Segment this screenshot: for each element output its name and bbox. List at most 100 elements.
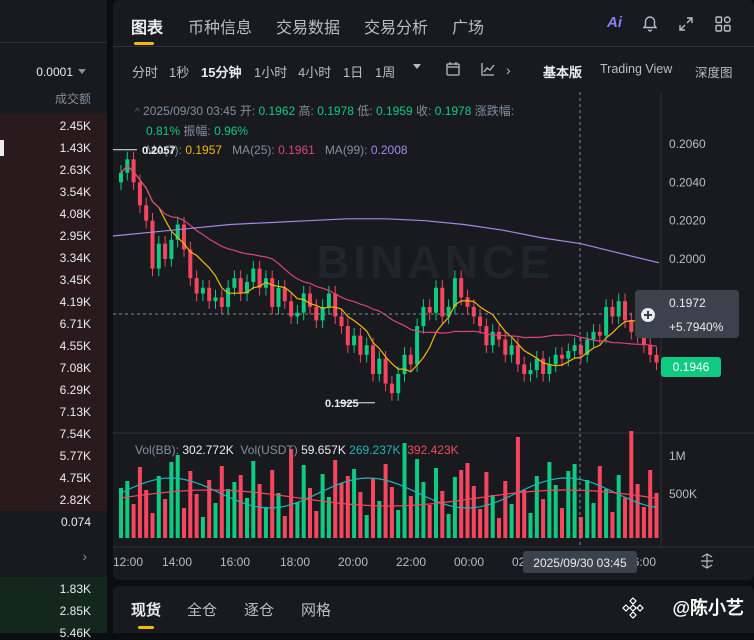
- candle-body: [371, 345, 375, 374]
- ask-row-volume: 7.54K: [59, 427, 91, 441]
- volume-bar: [188, 471, 193, 538]
- precision-select[interactable]: 0.0001: [36, 65, 73, 79]
- indicators-icon[interactable]: [480, 61, 496, 77]
- candle-body: [358, 335, 363, 355]
- volume-bar: [515, 437, 520, 538]
- candle-body: [560, 354, 564, 359]
- candlestick-chart[interactable]: BINANCE 0.2060 0.2040 0.2020 0.2000 1M 500K 12…: [113, 0, 754, 580]
- candle-body: [616, 301, 621, 317]
- time-axis-label: 12:00: [113, 555, 143, 569]
- candle-body: [446, 306, 451, 317]
- low-label: 低:: [357, 104, 373, 118]
- view-basic[interactable]: 基本版: [543, 65, 583, 80]
- volume-bar: [427, 505, 432, 538]
- candle-body: [308, 293, 312, 307]
- ma7-label: MA(7):: [146, 143, 182, 157]
- high-label: 高:: [298, 104, 314, 118]
- candle-body: [194, 278, 199, 294]
- tab-spot[interactable]: 现货: [131, 602, 162, 619]
- low-annotation: 0.1925: [325, 398, 359, 410]
- time-axis-label: 00:00: [454, 555, 484, 569]
- timeframe-1w[interactable]: 1周: [375, 65, 396, 80]
- tab-chart[interactable]: 图表: [131, 20, 164, 37]
- tab-isolated[interactable]: 逐仓: [244, 602, 275, 619]
- ma99-label: MA(99):: [324, 143, 368, 157]
- volume-bar: [345, 476, 350, 538]
- tab-coin-info[interactable]: 币种信息: [188, 20, 253, 37]
- candle-body: [150, 220, 155, 269]
- close-label: 收:: [416, 104, 432, 118]
- ask-row-volume: 2.63K: [59, 163, 91, 177]
- volume-bar: [371, 478, 375, 538]
- bottom-tabs: 现货 全仓 逐仓 网格: [113, 586, 754, 633]
- chevron-down-icon[interactable]: [78, 69, 86, 74]
- chevron-right-icon[interactable]: ›: [82, 548, 87, 564]
- volume-bar: [326, 497, 331, 538]
- tab-grid[interactable]: 网格: [301, 602, 332, 619]
- candle-body: [119, 172, 123, 183]
- volume-bar: [648, 470, 653, 538]
- grid-layout-icon[interactable]: [714, 15, 732, 33]
- ask-row-volume: 2.82K: [59, 493, 91, 507]
- volume-bar: [377, 501, 382, 538]
- volume-bar: [389, 487, 394, 538]
- volume-axis-label: 1M: [669, 449, 686, 463]
- candle-body: [352, 335, 357, 346]
- expand-icon[interactable]: [678, 16, 694, 32]
- vol-usdt-label: Vol(USDT): [240, 443, 298, 457]
- volume-bar: [446, 514, 451, 538]
- high-annotation: 0.2057: [142, 145, 176, 157]
- candle-body: [289, 301, 294, 317]
- ask-row-volume: 4.75K: [59, 471, 91, 485]
- vol-ma2: 392.423K: [407, 443, 459, 457]
- candle-body: [610, 306, 615, 317]
- volume-bar: [137, 467, 142, 538]
- indicator-settings-icon[interactable]: [445, 61, 461, 77]
- chevron-right-icon[interactable]: ›: [506, 62, 511, 78]
- volume-bar: [553, 485, 558, 538]
- volume-bar: [503, 481, 508, 538]
- volume-bar: [232, 482, 237, 538]
- reset-scale-icon[interactable]: [699, 553, 715, 569]
- ai-icon[interactable]: Ai: [607, 14, 622, 31]
- volume-bar: [459, 470, 464, 538]
- timeframe-4h[interactable]: 4小时: [298, 65, 332, 80]
- timeframe-1h[interactable]: 1小时: [254, 65, 288, 80]
- tab-trade-analysis[interactable]: 交易分析: [364, 20, 429, 37]
- volume-bar: [226, 489, 231, 538]
- candle-body: [509, 345, 514, 355]
- volume-bar: [415, 459, 420, 538]
- volume-bar: [547, 462, 552, 538]
- candle-body: [629, 320, 634, 332]
- volume-bar: [263, 507, 268, 538]
- volume-bar: [522, 490, 527, 538]
- tab-cross[interactable]: 全仓: [187, 602, 218, 619]
- volume-bar: [396, 510, 401, 538]
- timeframe-1s[interactable]: 1秒: [169, 65, 190, 80]
- volume-bar: [572, 464, 577, 538]
- volume-bar: [314, 511, 319, 538]
- candle-body: [282, 287, 287, 302]
- volume-bar: [194, 494, 199, 538]
- chevron-up-icon: ^: [135, 107, 140, 118]
- bell-icon[interactable]: [642, 15, 658, 33]
- volume-bar: [528, 513, 533, 538]
- volume-bar: [591, 503, 596, 538]
- timeframe-15m[interactable]: 15分钟: [201, 65, 242, 80]
- tab-square[interactable]: 广场: [452, 20, 485, 37]
- timeframe-1d[interactable]: 1日: [343, 65, 364, 80]
- volume-bar: [402, 443, 407, 538]
- bid-row-volume: 1.83K: [59, 582, 91, 596]
- timeframe-line[interactable]: 分时: [132, 65, 159, 80]
- candle-body: [534, 358, 539, 371]
- volume-bar: [616, 475, 621, 538]
- view-depth[interactable]: 深度图: [695, 66, 733, 80]
- more-timeframes-icon[interactable]: [413, 64, 421, 69]
- volume-bar: [200, 517, 205, 538]
- volume-bar: [364, 515, 369, 538]
- candle-body: [547, 364, 552, 374]
- view-tradingview[interactable]: Trading View: [600, 62, 673, 76]
- volume-bar: [490, 495, 495, 538]
- candle-body: [572, 345, 577, 351]
- tab-trade-data[interactable]: 交易数据: [276, 20, 341, 37]
